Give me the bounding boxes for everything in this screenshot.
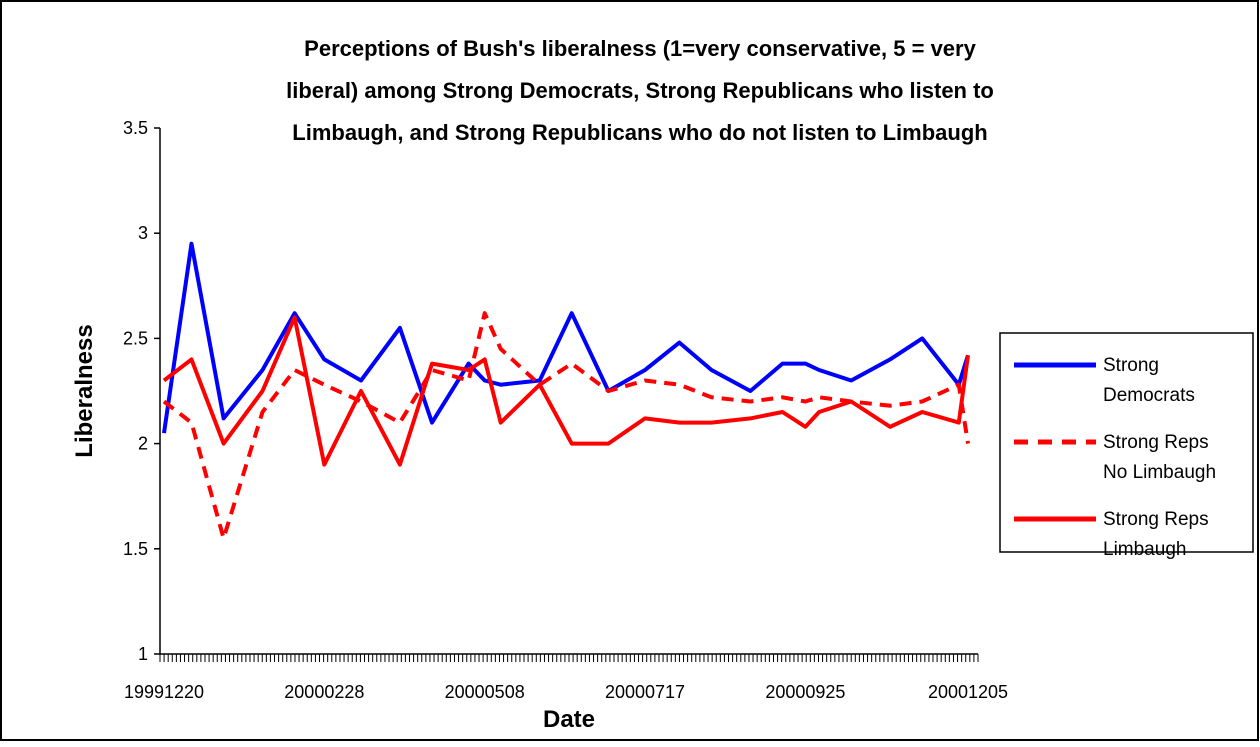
y-axis-title: Liberalness: [71, 324, 98, 457]
title-line-2: liberal) among Strong Democrats, Strong …: [286, 78, 994, 103]
y-axis-ticks: 3.5 3 2.5 2 1.5 1: [123, 118, 160, 664]
chart-title: Perceptions of Bush's liberalness (1=ver…: [286, 36, 994, 145]
series-line-2: [162, 315, 970, 467]
y-tick-label: 1: [138, 644, 148, 664]
legend-label-democrats-1: Strong: [1103, 355, 1159, 376]
legend-label-reps-limbaugh-1: Strong Reps: [1103, 509, 1209, 530]
x-tick-label: 20001205: [928, 682, 1008, 702]
title-line-1: Perceptions of Bush's liberalness (1=ver…: [304, 36, 976, 61]
x-axis-title: Date: [543, 706, 595, 733]
title-line-3: Limbaugh, and Strong Republicans who do …: [292, 120, 987, 145]
legend: Strong Democrats Strong Reps No Limbaugh…: [999, 332, 1254, 560]
x-tick-label: 20000228: [284, 682, 364, 702]
y-tick-label: 3.5: [123, 118, 148, 138]
legend-label-reps-limbaugh-2: Limbaugh: [1103, 539, 1186, 560]
series-line-0: [162, 241, 970, 434]
legend-label-reps-no-limbaugh-2: No Limbaugh: [1103, 462, 1216, 483]
x-tick-label: 19991220: [124, 682, 204, 702]
legend-label-reps-no-limbaugh-1: Strong Reps: [1103, 432, 1209, 453]
legend-label-democrats-2: Democrats: [1103, 385, 1195, 406]
x-axis-ticks: 19991220 20000228 20000508 20000717 20000925…: [124, 654, 1008, 702]
y-tick-label: 3: [138, 223, 148, 243]
x-tick-label: 20000508: [445, 682, 525, 702]
y-tick-label: 1.5: [123, 539, 148, 559]
series-layer: [162, 241, 970, 541]
x-tick-label: 20000925: [765, 682, 845, 702]
y-tick-label: 2: [138, 434, 148, 454]
y-tick-label: 2.5: [123, 328, 148, 348]
x-tick-label: 20000717: [605, 682, 685, 702]
